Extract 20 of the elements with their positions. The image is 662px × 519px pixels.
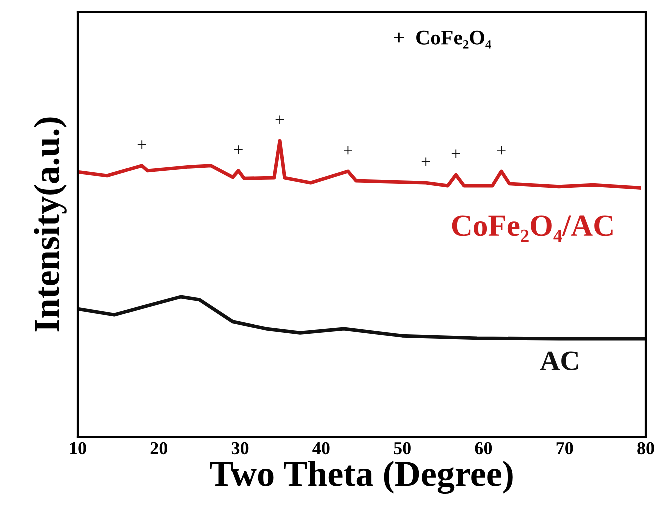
annotation: + [138, 140, 146, 150]
x-tick-label: 30 [232, 442, 249, 455]
x-tick-label: 50 [394, 442, 411, 455]
annotation: + [234, 146, 243, 154]
text: + CoFe₂O₄ [394, 30, 492, 49]
annotation: + [497, 146, 506, 155]
x-tick-label: 80 [638, 442, 654, 455]
x-tick-label: 40 [312, 442, 330, 455]
y-axis-title: Intensity(a.u.) [34, 118, 67, 332]
annotation: + [344, 146, 352, 155]
series-label: AC [540, 352, 578, 370]
x-tick-label: 70 [556, 442, 574, 455]
annotation: + [422, 158, 430, 166]
series-label: CoFe₂O₄/AC [452, 216, 613, 242]
x-tick-label: 20 [150, 442, 168, 455]
x-tick-label: 10 [70, 442, 86, 455]
x-axis-title: Two Theta (Degree) [210, 461, 513, 494]
annotation: + [452, 150, 460, 158]
x-tick-label: 60 [475, 442, 492, 455]
annotation: + [276, 116, 284, 124]
